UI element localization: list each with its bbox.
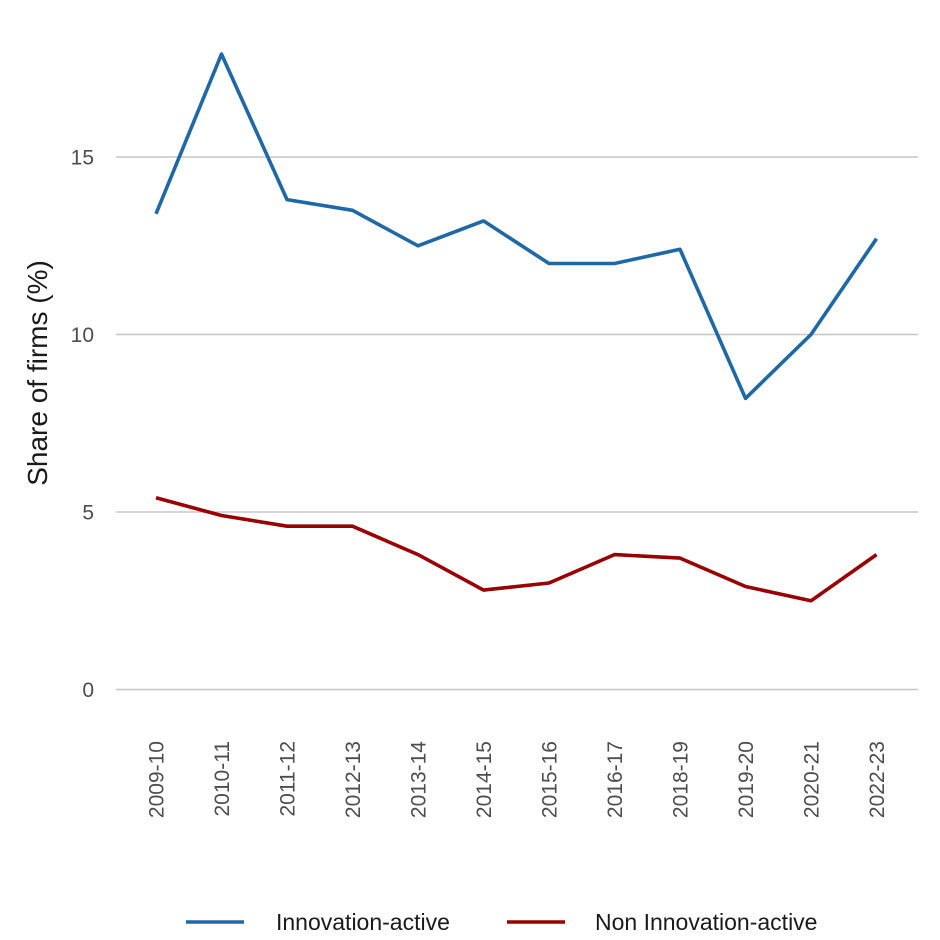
x-tick-label: 2020-21 (801, 741, 824, 818)
y-tick-labels: 0 5 10 15 (71, 147, 94, 703)
x-tick-label: 2010-11 (211, 741, 234, 817)
legend-label: Non Innovation-active (595, 909, 817, 935)
x-tick-label: 2015-16 (539, 741, 562, 818)
y-tick-label: 0 (82, 679, 94, 702)
series-lines (154, 52, 878, 603)
legend-label: Innovation-active (276, 909, 450, 935)
y-tick-label: 5 (82, 502, 94, 525)
x-tick-label: 2014-15 (473, 741, 496, 818)
x-tick-label: 2012-13 (342, 741, 365, 818)
x-tick-label: 2018-19 (670, 741, 693, 818)
y-tick-label: 15 (71, 147, 94, 170)
legend-item: Innovation-active (186, 909, 450, 935)
x-tick-label: 2022-23 (866, 741, 889, 818)
x-tick-label: 2019-20 (735, 741, 758, 818)
x-tick-labels: 2009-10 2010-11 2011-12 2012-13 2013-14 2014-… (146, 741, 890, 818)
gridlines (116, 156, 918, 691)
y-tick-label: 10 (71, 324, 94, 347)
x-tick-label: 2013-14 (408, 741, 431, 818)
y-axis-title: Share of firms (%) (22, 260, 53, 486)
legend: Innovation-active Non Innovation-active (186, 909, 817, 935)
series-line-non-innovation-active (155, 496, 878, 603)
x-tick-label: 2016-17 (604, 741, 627, 818)
x-tick-label: 2009-10 (146, 741, 169, 818)
x-tick-label: 2011-12 (277, 741, 300, 817)
legend-item: Non Innovation-active (507, 909, 817, 935)
series-line-innovation-active (154, 52, 878, 401)
